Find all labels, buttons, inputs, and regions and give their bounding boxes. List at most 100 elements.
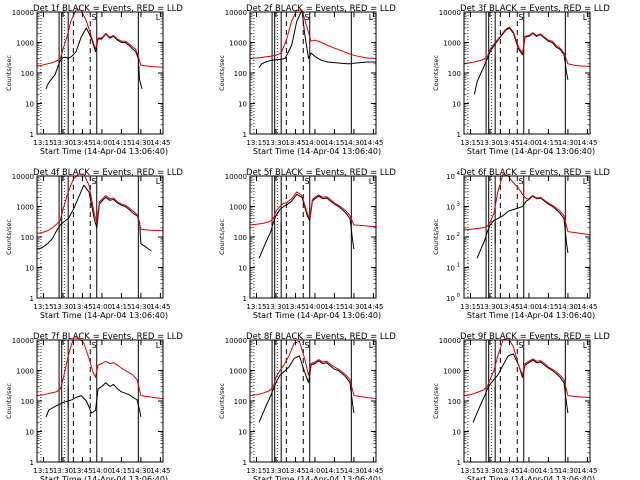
- x-tick-label: 13:30: [53, 303, 73, 311]
- flag-label: L: [156, 13, 161, 22]
- y-tick-label: 1000: [443, 40, 461, 48]
- y-tick-label: 10000: [225, 173, 247, 181]
- y-tick-label: 10000: [12, 9, 34, 17]
- x-axis-label: Start Time (14-Apr-04 13:06:40): [467, 311, 595, 320]
- series-line-lld: [249, 9, 377, 59]
- chart-title: Det 2f BLACK = Events, RED = LLD: [246, 4, 396, 14]
- x-tick-label: 14:30: [558, 303, 578, 311]
- y-tick-label: 1000: [16, 204, 34, 212]
- y-tick-exponent: 0: [457, 293, 461, 299]
- series-line-events: [45, 382, 142, 418]
- chart-panel: Det 3f BLACK = Events, RED = LLD Counts/s…: [432, 4, 610, 156]
- x-tick-label: 14:45: [363, 139, 383, 147]
- y-tick-exponent: 2: [457, 232, 461, 238]
- series-line-events: [472, 353, 569, 423]
- series-line-events: [258, 193, 355, 259]
- x-tick-label: 13:45: [499, 303, 519, 311]
- x-tick-label: 14:45: [150, 139, 170, 147]
- series-line-events: [45, 27, 143, 90]
- y-tick-label: 100: [448, 70, 461, 78]
- x-tick-label: 14:45: [577, 139, 597, 147]
- y-tick-label: 1: [243, 459, 247, 467]
- x-tick-label: 14:15: [324, 467, 344, 475]
- x-tick-label: 14:15: [538, 139, 558, 147]
- flag-label: S: [518, 177, 523, 186]
- y-tick-label: 1: [243, 131, 247, 139]
- chart-panel: Det 2f BLACK = Events, RED = LLD Counts/s…: [218, 4, 396, 156]
- x-tick-label: 13:45: [72, 303, 92, 311]
- x-tick-label: 14:15: [538, 467, 558, 475]
- chart-title: Det 5f BLACK = Events, RED = LLD: [246, 168, 396, 178]
- plot-frame: [36, 175, 164, 299]
- y-tick-label: 1: [457, 459, 461, 467]
- x-tick-label: 14:30: [131, 467, 151, 475]
- x-axis-label: Start Time (14-Apr-04 13:06:40): [467, 147, 595, 156]
- x-axis-label: Start Time (14-Apr-04 13:06:40): [467, 475, 595, 480]
- x-tick-label: 14:45: [577, 303, 597, 311]
- flag-label: L: [369, 341, 374, 350]
- series-line-lld: [249, 340, 377, 400]
- y-tick-label: 100: [21, 70, 34, 78]
- y-tick-label: 100: [234, 398, 247, 406]
- y-tick-label: 10000: [225, 337, 247, 345]
- x-tick-label: 14:00: [519, 467, 539, 475]
- x-tick-label: 14:15: [324, 139, 344, 147]
- y-tick-label: 10: [452, 429, 461, 437]
- y-tick-label: 100: [448, 398, 461, 406]
- chart-title: Det 7f BLACK = Events, RED = LLD: [33, 332, 183, 342]
- plot-frame: [249, 339, 377, 463]
- y-tick-label: 10: [446, 204, 455, 212]
- x-tick-label: 14:00: [519, 303, 539, 311]
- y-tick-label: 10: [25, 429, 34, 437]
- x-tick-label: 13:15: [246, 139, 266, 147]
- x-tick-label: 14:45: [150, 467, 170, 475]
- y-axis-label: Counts/sec: [432, 219, 440, 255]
- x-tick-label: 14:15: [111, 139, 131, 147]
- x-tick-label: 13:15: [33, 467, 53, 475]
- x-tick-label: 13:30: [480, 303, 500, 311]
- y-tick-label: 10: [452, 101, 461, 109]
- y-tick-label: 1000: [16, 40, 34, 48]
- flag-label: S: [518, 13, 523, 22]
- x-tick-label: 14:00: [305, 303, 325, 311]
- flag-label: S: [518, 341, 523, 350]
- flag-label: S: [304, 341, 309, 350]
- x-tick-label: 14:00: [305, 467, 325, 475]
- x-tick-label: 14:30: [344, 139, 364, 147]
- series-line-lld: [463, 26, 591, 67]
- x-tick-label: 13:30: [53, 139, 73, 147]
- chart-panel: Det 4f BLACK = Events, RED = LLD Counts/s…: [5, 168, 183, 320]
- chart-panel: Det 8f BLACK = Events, RED = LLD Counts/s…: [218, 332, 396, 480]
- y-tick-exponent: 1: [457, 263, 461, 269]
- x-tick-label: 13:15: [246, 467, 266, 475]
- y-tick-label: 1: [30, 459, 34, 467]
- y-tick-label: 1: [30, 131, 34, 139]
- y-tick-label: 10000: [225, 9, 247, 17]
- y-tick-label: 10: [238, 265, 247, 273]
- series-line-events: [258, 9, 376, 68]
- chart-title: Det 8f BLACK = Events, RED = LLD: [246, 332, 396, 342]
- x-tick-label: 13:45: [499, 139, 519, 147]
- x-tick-label: 13:15: [460, 467, 480, 475]
- flag-label: L: [583, 13, 588, 22]
- flag-label: S: [91, 341, 96, 350]
- y-axis-label: Counts/sec: [432, 383, 440, 419]
- y-axis-label: Counts/sec: [218, 383, 226, 419]
- y-tick-label: 1000: [229, 40, 247, 48]
- x-tick-label: 14:45: [363, 303, 383, 311]
- flag-label: L: [583, 177, 588, 186]
- flag-label: S: [304, 177, 309, 186]
- series-line-lld: [463, 337, 591, 398]
- y-tick-label: 10: [446, 295, 455, 303]
- chart-panel: Det 9f BLACK = Events, RED = LLD Counts/s…: [432, 332, 610, 480]
- x-tick-label: 13:15: [33, 303, 53, 311]
- x-tick-label: 13:45: [285, 139, 305, 147]
- x-tick-label: 13:15: [33, 139, 53, 147]
- plot-frame: [249, 175, 377, 299]
- x-tick-label: 14:45: [577, 467, 597, 475]
- y-axis-label: Counts/sec: [218, 219, 226, 255]
- series-line-lld: [36, 337, 164, 400]
- y-tick-exponent: 4: [457, 171, 461, 177]
- x-tick-label: 14:15: [111, 303, 131, 311]
